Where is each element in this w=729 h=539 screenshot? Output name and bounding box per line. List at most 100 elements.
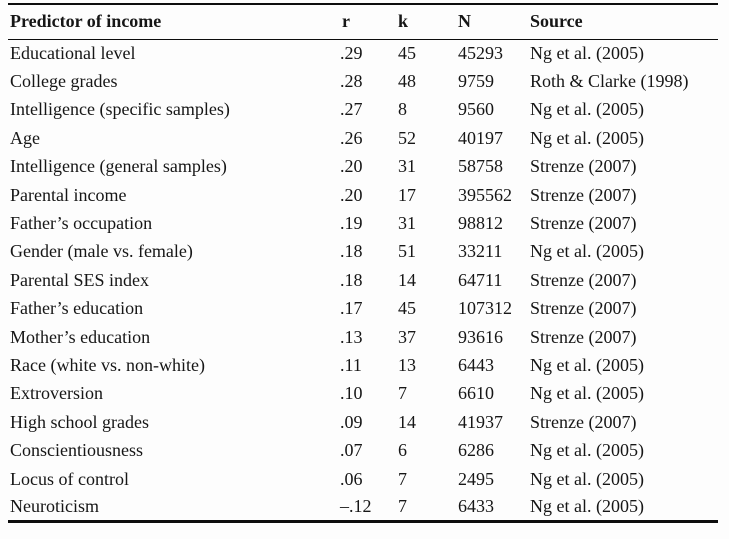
table-cell: Strenze (2007) [530,269,637,290]
header-predictor-of-income: Predictor of income [10,11,162,32]
table-cell: Strenze (2007) [530,411,637,432]
table-cell: 8 [398,99,407,120]
table-cell: College grades [10,71,118,92]
table-cell: .17 [340,298,363,319]
table-cell: 31 [398,156,416,177]
table-cell: .19 [340,213,363,234]
table-cell: 107312 [458,298,512,319]
table-row: Race (white vs. non-white) .11 13 6443 Ng et… [8,351,718,379]
table-cell: 37 [398,326,416,347]
table-cell: Ng et al. (2005) [530,241,644,262]
header-n: N [458,11,471,32]
table-cell: .26 [340,127,363,148]
table-cell: .27 [340,99,363,120]
table-cell: 6443 [458,354,494,375]
table-cell: Conscientiousness [10,440,143,461]
table-cell: Race (white vs. non-white) [10,354,205,375]
table-cell: 7 [398,468,407,489]
table-cell: 98812 [458,213,503,234]
table-cell: 64711 [458,269,503,290]
table-cell: Ng et al. (2005) [530,127,644,148]
table-cell: Educational level [10,42,136,63]
table-cell: Strenze (2007) [530,184,637,205]
table-cell: 17 [398,184,416,205]
table-cell: Ng et al. (2005) [530,468,644,489]
table-row: Mother’s education .13 37 93616 Strenze (200… [8,323,718,351]
table-cell: Parental income [10,184,127,205]
table-row: Locus of control .06 7 2495 Ng et al. (2005) [8,465,718,493]
table-cell: .11 [340,354,362,375]
table-row: Father’s education .17 45 107312 Strenze (20… [8,295,718,323]
table-cell: Age [10,127,40,148]
table-cell: 2495 [458,468,494,489]
table-cell: –.12 [340,496,372,517]
table-cell: 9759 [458,71,494,92]
table-cell: .10 [340,383,363,404]
table-cell: .13 [340,326,363,347]
table-cell: High school grades [10,411,149,432]
table-cell: 7 [398,383,407,404]
table-header-row: Predictor of income r k N Source [8,4,718,39]
table-cell: Ng et al. (2005) [530,383,644,404]
table-cell: .06 [340,468,363,489]
table-cell: Intelligence (specific samples) [10,99,230,120]
table-cell: 48 [398,71,416,92]
table-row: Father’s occupation .19 31 98812 Strenze (20… [8,209,718,237]
income-predictors-table: Predictor of income r k N Source Educati… [8,3,718,524]
table-cell: Strenze (2007) [530,326,637,347]
table-cell: Parental SES index [10,269,149,290]
table-row: High school grades .09 14 41937 Strenze (200… [8,408,718,436]
table-row: Extroversion .10 7 6610 Ng et al. (2005) [8,380,718,408]
table-cell: Strenze (2007) [530,213,637,234]
table-cell: .18 [340,269,363,290]
table-cell: 6 [398,440,407,461]
table-row: Parental income .20 17 395562 Strenze (2007) [8,181,718,209]
table-cell: 41937 [458,411,503,432]
table-body: Educational level .29 45 45293 Ng et al. (20… [8,39,718,522]
table-cell: Intelligence (general samples) [10,156,227,177]
header-source: Source [530,11,583,32]
table-cell: .07 [340,440,363,461]
table-cell: 45293 [458,42,503,63]
table-cell: 93616 [458,326,503,347]
table-cell: .09 [340,411,363,432]
table-cell: 33211 [458,241,503,262]
table-cell: Ng et al. (2005) [530,99,644,120]
table-cell: Extroversion [10,383,103,404]
table-cell: 45 [398,298,416,319]
table-cell: 58758 [458,156,503,177]
table-row: Parental SES index .18 14 64711 Strenze (200… [8,266,718,294]
table-cell: .29 [340,42,363,63]
table-cell: .28 [340,71,363,92]
table-cell: 7 [398,496,407,517]
table-cell: 45 [398,42,416,63]
table-cell: Strenze (2007) [530,298,637,319]
table-row: Age .26 52 40197 Ng et al. (2005) [8,124,718,152]
table-cell: Father’s education [10,298,144,319]
table-cell: Locus of control [10,468,129,489]
table-cell: 6286 [458,440,494,461]
table-cell: Gender (male vs. female) [10,241,193,262]
table-cell: Ng et al. (2005) [530,354,644,375]
table-cell: Neuroticism [10,496,99,517]
table-cell: 31 [398,213,416,234]
table-cell: 13 [398,354,416,375]
table-cell: 14 [398,411,416,432]
table-cell: 9560 [458,99,494,120]
table-cell: 6433 [458,496,494,517]
table-cell: Ng et al. (2005) [530,42,644,63]
table-cell: 40197 [458,127,503,148]
table-row: Educational level .29 45 45293 Ng et al. (20… [8,39,718,67]
table-cell: Father’s occupation [10,213,153,234]
table-cell: .20 [340,156,363,177]
table-cell: Ng et al. (2005) [530,496,644,517]
table-cell: Mother’s education [10,326,151,347]
table-cell: 52 [398,127,416,148]
header-k: k [398,11,409,32]
table-cell: Strenze (2007) [530,156,637,177]
table-cell: 51 [398,241,416,262]
table-row: Intelligence (general samples) .20 31 58758… [8,153,718,181]
table-cell: Roth & Clarke (1998) [530,71,689,92]
table-row: College grades .28 48 9759 Roth & Clarke (19… [8,67,718,95]
